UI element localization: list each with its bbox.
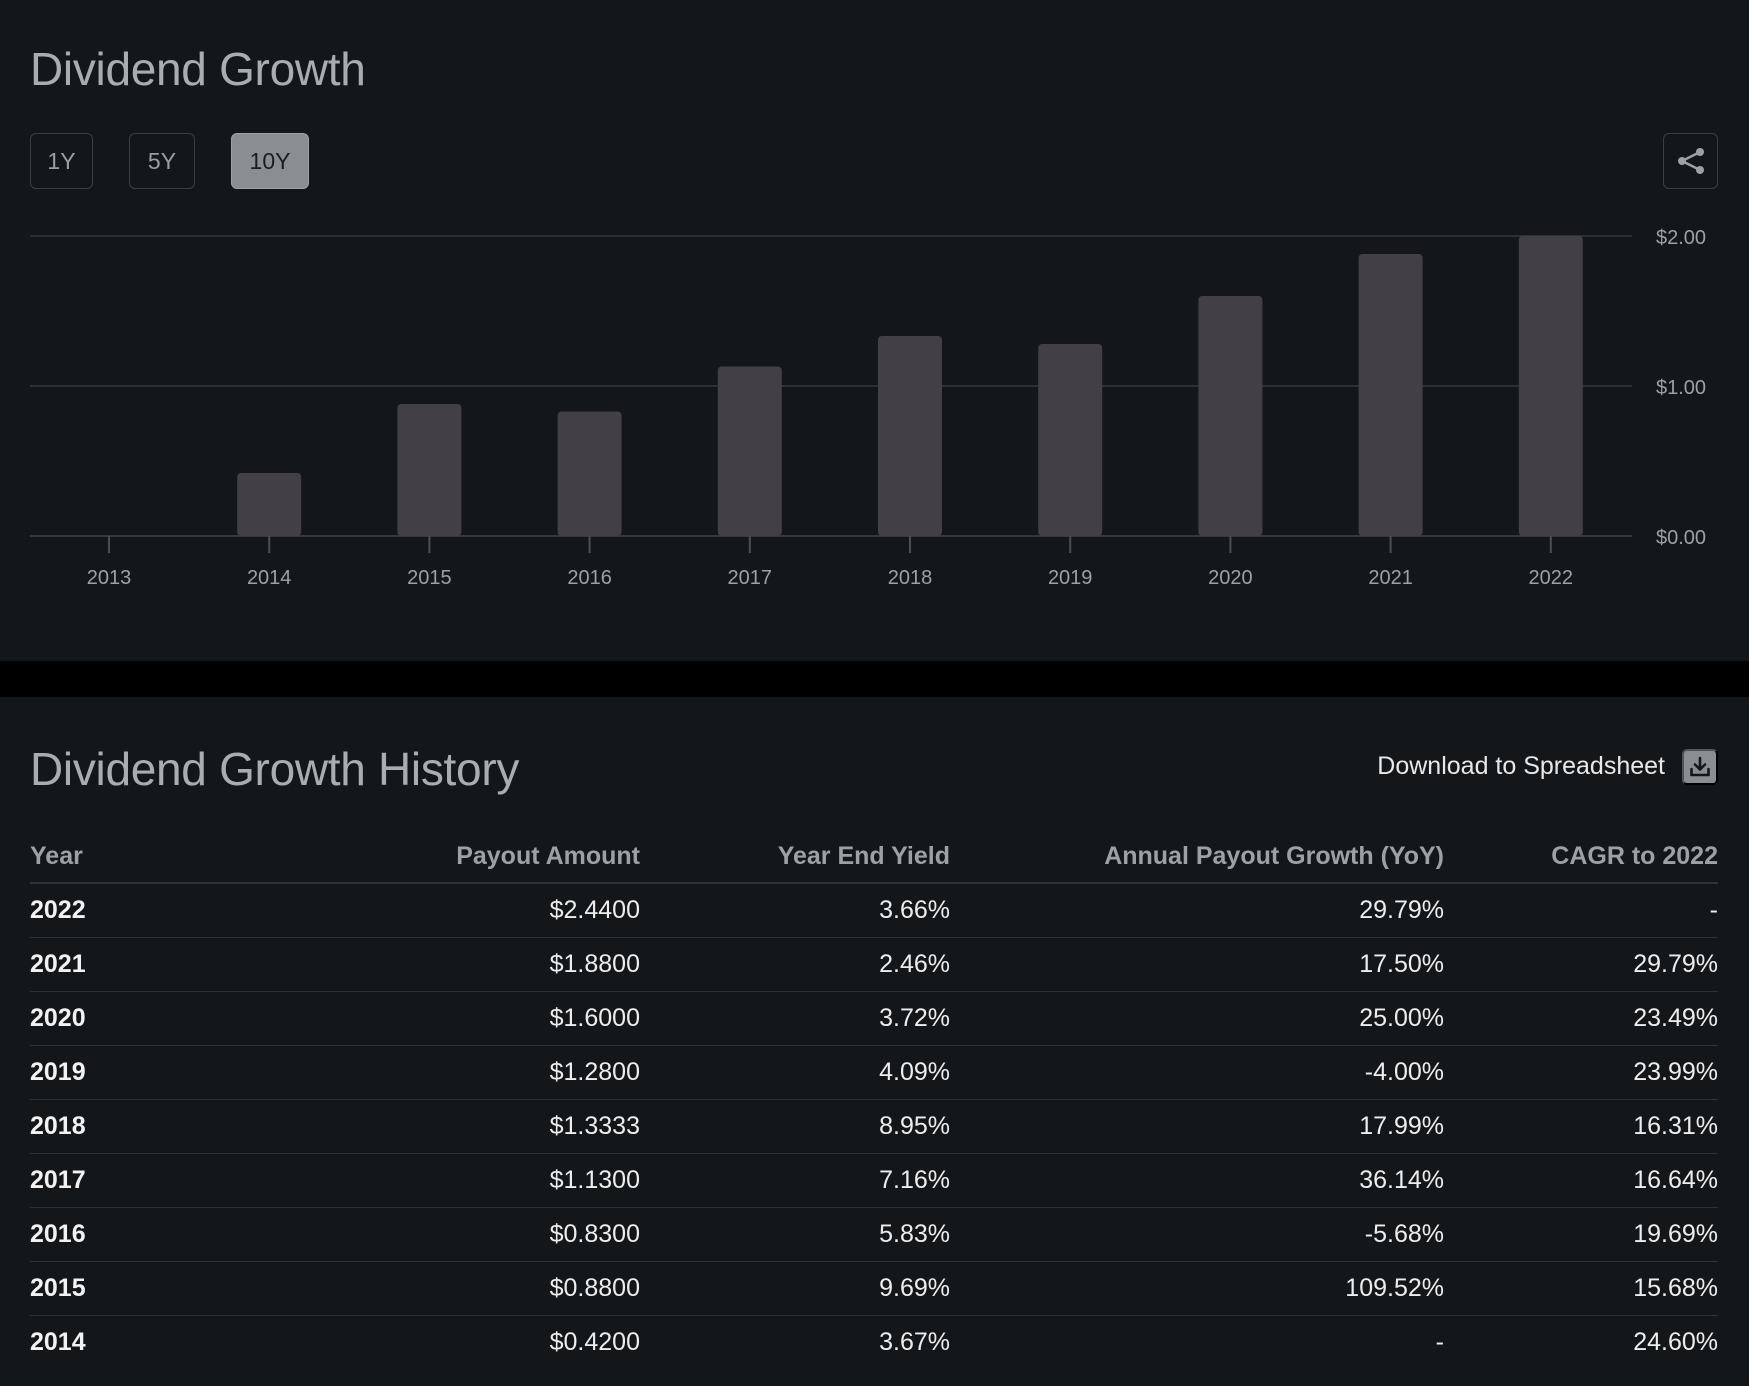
x-tick-label: 2014 [247,567,292,589]
x-tick-label: 2016 [567,567,612,589]
range-button-10y[interactable]: 10Y [231,133,309,189]
dividend-growth-chart: $0.00 $1.00 $2.00 2013 2014 2015 2016 2017 2018 2… [30,227,1706,589]
cell-yield: 3.72% [640,991,950,1046]
bar-2018[interactable] [878,336,942,536]
cell-growth: 29.79% [950,883,1444,938]
cell-cagr: 23.99% [1444,1045,1718,1100]
cell-year: 2019 [30,1045,220,1100]
y-tick-label: $2.00 [1656,227,1706,249]
cell-growth: -4.00% [950,1045,1444,1100]
bar-2022[interactable] [1518,236,1583,536]
cell-year: 2021 [30,937,220,992]
table-row: 2020 $1.6000 3.72% 25.00% 23.49% [30,991,1718,1046]
cell-cagr: 16.31% [1444,1099,1718,1154]
cell-yield: 2.46% [640,937,950,992]
table-row: 2021 $1.8800 2.46% 17.50% 29.79% [30,937,1718,992]
table-row: 2017 $1.1300 7.16% 36.14% 16.64% [30,1153,1718,1208]
table-row: 2022 $2.4400 3.66% 29.79% - [30,883,1718,938]
cell-growth: 17.50% [950,937,1444,992]
cell-cagr: 23.49% [1444,991,1718,1046]
cell-cagr: 24.60% [1633,1327,1718,1356]
page-title: Dividend Growth [30,43,366,95]
cell-payout: $1.3333 [220,1099,640,1154]
bar-2015[interactable] [397,404,462,536]
x-tick-label: 2015 [407,567,452,589]
share-button[interactable] [1663,133,1718,189]
cell-yield: 3.66% [640,883,950,938]
y-tick-label: $1.00 [1656,377,1706,399]
cell-yield: 7.16% [640,1153,950,1208]
share-icon [1677,148,1704,174]
cell-payout: $2.4400 [220,883,640,938]
cell-yield: 8.95% [640,1099,950,1154]
cell-yield: 4.09% [640,1045,950,1100]
range-button-5y[interactable]: 5Y [129,133,195,189]
cell-cagr: 19.69% [1444,1207,1718,1262]
bar-2014[interactable] [237,473,302,536]
cell-payout: $1.6000 [220,991,640,1046]
x-tick-label: 2020 [1208,567,1253,589]
cell-growth: 109.52% [950,1261,1444,1316]
cell-payout: $0.8300 [220,1207,640,1262]
dividend-growth-panel: Dividend Growth 1Y 5Y 10Y $0.00 $1.00 $2.0… [0,0,1749,661]
x-tick-label: 2022 [1529,567,1574,589]
x-tick-label: 2017 [728,567,773,589]
cell-cagr: 16.64% [1444,1153,1718,1208]
cell-cagr: 29.79% [1444,937,1718,992]
bar-2017[interactable] [717,366,782,537]
cell-year: 2020 [30,991,220,1046]
cell-payout: $1.1300 [220,1153,640,1208]
table-row: 2015 $0.8800 9.69% 109.52% 15.68% [30,1261,1718,1316]
cell-growth: 17.99% [950,1099,1444,1154]
cell-year: 2014 [30,1327,86,1356]
download-button[interactable] [1682,749,1718,785]
table-header-row: Year Payout Amount Year End Yield Annual… [30,831,1718,884]
col-header-year[interactable]: Year [30,831,220,884]
x-tick-label: 2021 [1368,567,1413,589]
x-tick-label: 2013 [87,567,132,589]
cell-payout: $1.8800 [220,937,640,992]
download-spreadsheet-link[interactable]: Download to Spreadsheet [1377,752,1665,780]
cell-growth: 25.00% [950,991,1444,1046]
bar-2021[interactable] [1358,254,1423,536]
cell-year: 2016 [30,1207,220,1262]
cell-payout: $0.8800 [220,1261,640,1316]
cell-year: 2022 [30,883,220,938]
cell-yield: 5.83% [640,1207,950,1262]
bar-2020[interactable] [1198,296,1263,536]
dividend-history-table: Year Payout Amount Year End Yield Annual… [30,831,1718,1369]
table-row: 2016 $0.8300 5.83% -5.68% 19.69% [30,1207,1718,1262]
range-button-1y[interactable]: 1Y [30,133,93,189]
cell-cagr: 15.68% [1444,1261,1718,1316]
table-row: 2014 $0.4200 3.67% - 24.60% [30,1315,1718,1369]
col-header-payout[interactable]: Payout Amount [220,831,640,884]
cell-cagr: - [1444,883,1718,938]
download-icon [1690,756,1710,777]
cell-growth: 36.14% [950,1153,1444,1208]
cell-payout: $0.4200 [549,1327,640,1356]
y-tick-label: $0.00 [1656,527,1706,549]
cell-year: 2015 [30,1261,220,1316]
table-row: 2018 $1.3333 8.95% 17.99% 16.31% [30,1099,1718,1154]
cell-growth: - [1435,1327,1444,1356]
cell-year: 2017 [30,1153,220,1208]
col-header-growth[interactable]: Annual Payout Growth (YoY) [950,831,1444,884]
table-row: 2019 $1.2800 4.09% -4.00% 23.99% [30,1045,1718,1100]
cell-yield: 9.69% [640,1261,950,1316]
col-header-cagr[interactable]: CAGR to 2022 [1444,831,1718,884]
x-tick-label: 2018 [888,567,933,589]
x-tick-label: 2019 [1048,567,1093,589]
history-title: Dividend Growth History [30,743,520,795]
cell-year: 2018 [30,1099,220,1154]
cell-yield: 3.67% [879,1327,950,1356]
bar-2019[interactable] [1038,344,1103,536]
cell-growth: -5.68% [950,1207,1444,1262]
cell-payout: $1.2800 [220,1045,640,1100]
col-header-yield[interactable]: Year End Yield [640,831,950,884]
bar-2016[interactable] [557,411,622,537]
